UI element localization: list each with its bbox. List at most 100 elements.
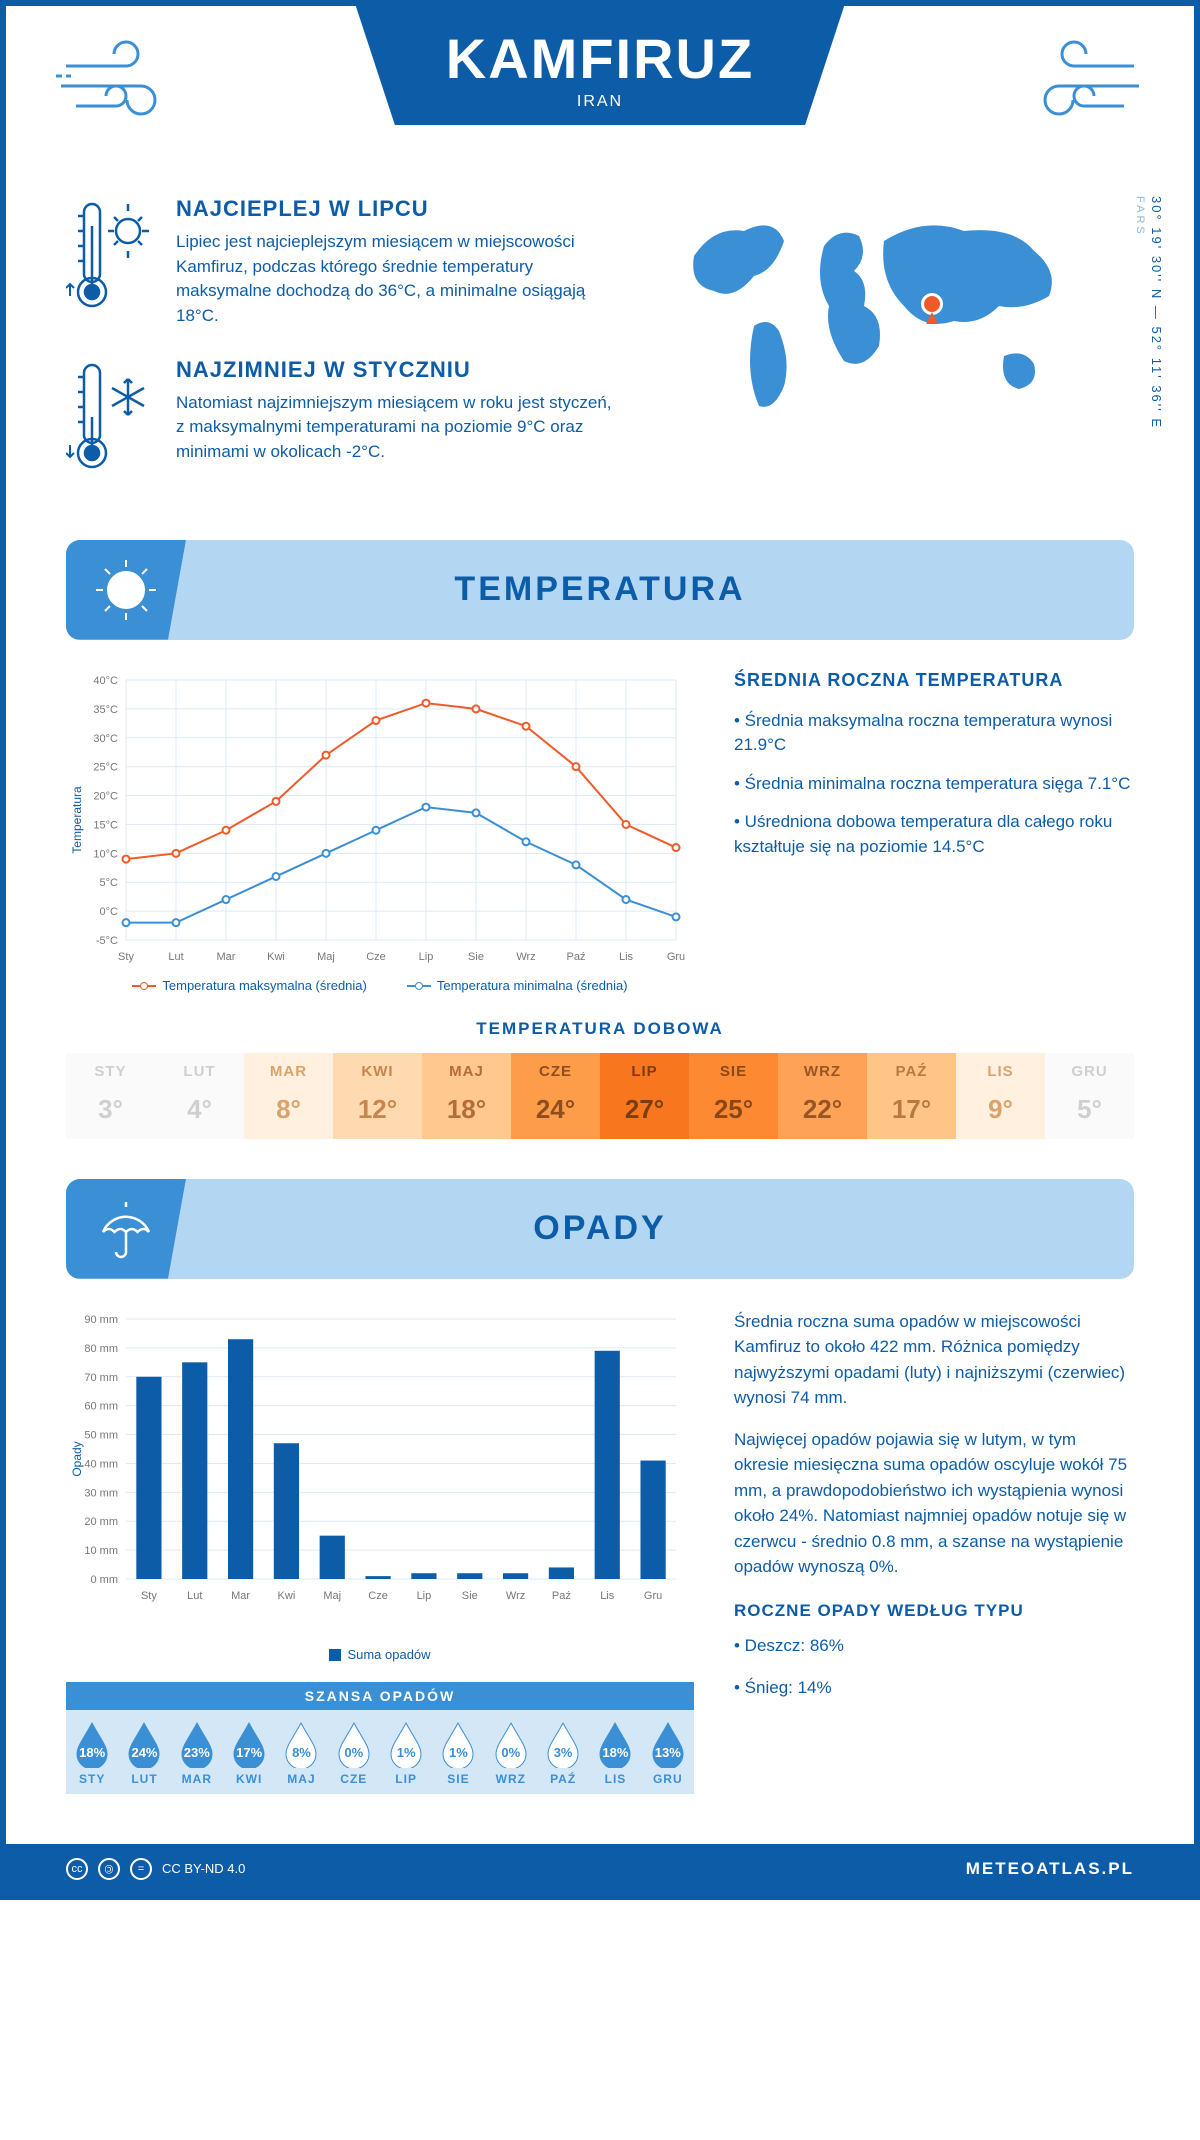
svg-text:Sie: Sie bbox=[462, 1590, 478, 1602]
region-label: FARS bbox=[1134, 196, 1146, 237]
svg-text:10 mm: 10 mm bbox=[84, 1545, 118, 1557]
precip-info: Średnia roczna suma opadów w miejscowośc… bbox=[734, 1309, 1134, 1794]
chance-month-label: LIP bbox=[380, 1772, 432, 1786]
rain-chance-title: SZANSA OPADÓW bbox=[66, 1682, 694, 1710]
chance-month-label: GRU bbox=[642, 1772, 694, 1786]
hottest-text: Lipiec jest najcieplejszym miesiącem w m… bbox=[176, 230, 624, 329]
svg-text:15°C: 15°C bbox=[93, 819, 118, 831]
daily-temp-value: 3° bbox=[66, 1094, 155, 1125]
svg-text:20 mm: 20 mm bbox=[84, 1516, 118, 1528]
nd-icon: = bbox=[130, 1858, 152, 1880]
header: KAMFIRUZ IRAN bbox=[6, 6, 1194, 186]
chance-month-label: WRZ bbox=[485, 1772, 537, 1786]
svg-text:0°C: 0°C bbox=[100, 906, 119, 918]
svg-text:Paź: Paź bbox=[567, 951, 586, 963]
daily-temp-value: 4° bbox=[155, 1094, 244, 1125]
chance-month-label: STY bbox=[66, 1772, 118, 1786]
daily-temp-value: 8° bbox=[244, 1094, 333, 1125]
daily-temp-title: TEMPERATURA DOBOWA bbox=[6, 1019, 1194, 1039]
svg-text:50 mm: 50 mm bbox=[84, 1429, 118, 1441]
daily-temp-cell: CZE24° bbox=[511, 1053, 600, 1139]
footer: cc 🄯 = CC BY-ND 4.0 METEOATLAS.PL bbox=[6, 1844, 1194, 1894]
rain-chance-cell: 0%WRZ bbox=[485, 1710, 537, 1794]
svg-text:Cze: Cze bbox=[368, 1590, 388, 1602]
rain-chance-cell: 8%MAJ bbox=[275, 1710, 327, 1794]
svg-text:80 mm: 80 mm bbox=[84, 1342, 118, 1354]
rain-chance-cell: 17%KWI bbox=[223, 1710, 275, 1794]
precip-type-title: ROCZNE OPADY WEDŁUG TYPU bbox=[734, 1598, 1134, 1624]
raindrop-icon: 1% bbox=[438, 1720, 478, 1768]
thermometer-snow-icon bbox=[66, 357, 156, 482]
coldest-title: NAJZIMNIEJ W STYCZNIU bbox=[176, 357, 624, 383]
svg-text:Lut: Lut bbox=[168, 951, 183, 963]
svg-text:Opady: Opady bbox=[70, 1441, 84, 1476]
svg-text:25°C: 25°C bbox=[93, 761, 118, 773]
svg-text:Maj: Maj bbox=[323, 1590, 341, 1602]
license: cc 🄯 = CC BY-ND 4.0 bbox=[66, 1858, 245, 1880]
raindrop-icon: 0% bbox=[334, 1720, 374, 1768]
precip-bar-chart: 0 mm10 mm20 mm30 mm40 mm50 mm60 mm70 mm8… bbox=[66, 1309, 686, 1639]
daily-month-label: PAŹ bbox=[867, 1063, 956, 1080]
daily-temp-cell: MAR 8° bbox=[244, 1053, 333, 1139]
precip-type-bullet: • Deszcz: 86% bbox=[734, 1633, 1134, 1659]
svg-text:Sty: Sty bbox=[141, 1590, 157, 1602]
hottest-fact: NAJCIEPLEJ W LIPCU Lipiec jest najcieple… bbox=[66, 196, 624, 329]
chance-month-label: MAJ bbox=[275, 1772, 327, 1786]
precip-legend: Suma opadów bbox=[66, 1647, 694, 1662]
hottest-title: NAJCIEPLEJ W LIPCU bbox=[176, 196, 624, 222]
svg-text:Kwi: Kwi bbox=[278, 1590, 296, 1602]
daily-month-label: LUT bbox=[155, 1063, 244, 1080]
daily-month-label: MAR bbox=[244, 1063, 333, 1080]
daily-temp-cell: STY3° bbox=[66, 1053, 155, 1139]
daily-temp-value: 25° bbox=[689, 1094, 778, 1125]
svg-text:5°C: 5°C bbox=[100, 877, 119, 889]
rain-chance-cell: 18% LIS bbox=[589, 1710, 641, 1794]
daily-temp-value: 24° bbox=[511, 1094, 600, 1125]
svg-text:Sty: Sty bbox=[118, 951, 134, 963]
svg-text:Gru: Gru bbox=[667, 951, 685, 963]
daily-month-label: GRU bbox=[1045, 1063, 1134, 1080]
raindrop-icon: 3% bbox=[543, 1720, 583, 1768]
raindrop-icon: 18% bbox=[595, 1720, 635, 1768]
cc-icon: cc bbox=[66, 1858, 88, 1880]
temperature-line-chart: -5°C0°C5°C10°C15°C20°C25°C30°C35°C40°CSt… bbox=[66, 670, 686, 970]
svg-text:0 mm: 0 mm bbox=[91, 1574, 119, 1586]
daily-temp-value: 9° bbox=[956, 1094, 1045, 1125]
license-text: CC BY-ND 4.0 bbox=[162, 1861, 245, 1876]
svg-text:40 mm: 40 mm bbox=[84, 1458, 118, 1470]
svg-text:Maj: Maj bbox=[317, 951, 335, 963]
svg-text:Kwi: Kwi bbox=[267, 951, 285, 963]
daily-temp-value: 18° bbox=[422, 1094, 511, 1125]
precip-title: OPADY bbox=[533, 1209, 666, 1248]
wind-icon bbox=[56, 36, 196, 131]
daily-temp-cell: WRZ22° bbox=[778, 1053, 867, 1139]
intro-section: NAJCIEPLEJ W LIPCU Lipiec jest najcieple… bbox=[6, 186, 1194, 540]
umbrella-icon bbox=[66, 1179, 186, 1279]
legend-precip: Suma opadów bbox=[347, 1647, 430, 1662]
daily-temp-value: 12° bbox=[333, 1094, 422, 1125]
svg-text:40°C: 40°C bbox=[93, 675, 118, 687]
svg-text:Mar: Mar bbox=[217, 951, 236, 963]
daily-temp-row: STY3°LUT4°MAR8°KWI12°MAJ18°CZE24°LIP27°S… bbox=[66, 1053, 1134, 1139]
chance-month-label: MAR bbox=[171, 1772, 223, 1786]
svg-text:60 mm: 60 mm bbox=[84, 1400, 118, 1412]
temperature-legend: Temperatura maksymalna (średnia) Tempera… bbox=[66, 978, 694, 993]
thermometer-sun-icon bbox=[66, 196, 156, 329]
sun-icon bbox=[66, 540, 186, 640]
city-title: KAMFIRUZ bbox=[446, 26, 754, 91]
svg-text:Cze: Cze bbox=[366, 951, 386, 963]
daily-temp-cell: KWI12° bbox=[333, 1053, 422, 1139]
svg-text:Paź: Paź bbox=[552, 1590, 571, 1602]
svg-text:35°C: 35°C bbox=[93, 703, 118, 715]
chance-month-label: LIS bbox=[589, 1772, 641, 1786]
temperature-section-header: TEMPERATURA bbox=[66, 540, 1134, 640]
daily-month-label: MAJ bbox=[422, 1063, 511, 1080]
legend-min: Temperatura minimalna (średnia) bbox=[437, 978, 628, 993]
legend-max: Temperatura maksymalna (średnia) bbox=[162, 978, 366, 993]
chance-month-label: CZE bbox=[328, 1772, 380, 1786]
temp-info-bullet: • Średnia minimalna roczna temperatura s… bbox=[734, 772, 1134, 797]
svg-text:Wrz: Wrz bbox=[506, 1590, 525, 1602]
svg-text:30 mm: 30 mm bbox=[84, 1487, 118, 1499]
precip-paragraph: Średnia roczna suma opadów w miejscowośc… bbox=[734, 1309, 1134, 1411]
svg-text:Sie: Sie bbox=[468, 951, 484, 963]
